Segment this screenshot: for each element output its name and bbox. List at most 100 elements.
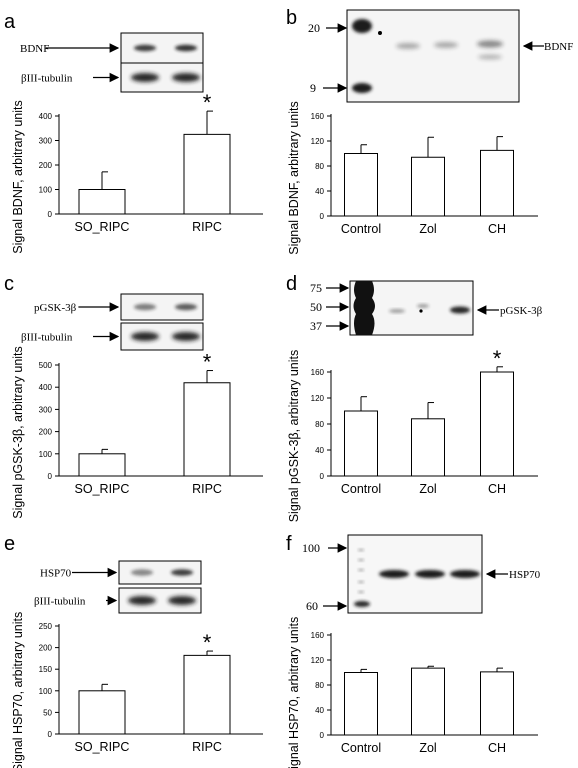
speck <box>378 31 382 35</box>
x-tick-label: SO_RIPC <box>75 220 130 234</box>
western-blot: HSP70 βIII-tubulin <box>34 560 202 614</box>
y-tick-label: 0 <box>320 472 325 481</box>
significance-star: * <box>203 630 212 655</box>
y-tick-label: 40 <box>315 706 324 715</box>
x-tick-label: Control <box>341 741 381 755</box>
y-tick-label: 0 <box>48 210 53 219</box>
y-tick-label: 0 <box>48 472 53 481</box>
y-axis-label: Signal BDNF, arbitrary units <box>11 100 25 254</box>
y-tick-label: 150 <box>39 665 53 674</box>
significance-star: * <box>493 346 502 371</box>
x-tick-label: Zol <box>419 741 436 755</box>
band <box>134 303 156 311</box>
y-tick-label: 200 <box>39 161 53 170</box>
band <box>478 54 502 60</box>
bar <box>411 667 445 736</box>
y-tick-label: 160 <box>311 368 325 377</box>
bar <box>480 149 514 217</box>
band <box>358 590 364 594</box>
x-tick-label: RIPC <box>192 220 222 234</box>
band <box>358 558 364 562</box>
panel-a: a BDNF βIII-tubulin 0 100 200 300 400 SO_RIPC R… <box>4 11 263 254</box>
panel-letter: d <box>286 273 297 295</box>
y-tick-label: 50 <box>43 708 52 717</box>
y-tick-label: 100 <box>39 687 53 696</box>
band <box>168 596 196 605</box>
band <box>358 568 364 572</box>
band <box>131 332 159 341</box>
bar <box>78 690 126 735</box>
blot-label: HSP70 <box>509 569 541 581</box>
band <box>477 40 503 48</box>
blot-label: 50 <box>310 300 322 314</box>
y-tick-label: 80 <box>315 162 324 171</box>
band <box>172 332 200 341</box>
bar <box>183 654 231 735</box>
blot-label: BDNF <box>20 43 49 55</box>
bar <box>78 189 126 215</box>
western-blot: 20 9 BDNF <box>308 9 573 103</box>
y-tick-label: 120 <box>311 656 325 665</box>
band <box>171 569 193 576</box>
y-tick-label: 250 <box>39 622 53 631</box>
y-axis-label: Signal HSP70, arbitrary units <box>11 612 25 768</box>
bar-chart: 0 50 100 150 200 250 SO_RIPC RIPC * Signal HSP70,… <box>11 612 263 768</box>
panel-letter: f <box>286 533 292 555</box>
x-tick-label: CH <box>488 222 506 236</box>
y-tick-label: 160 <box>311 112 325 121</box>
panel-letter: a <box>4 11 16 33</box>
bar <box>183 382 231 477</box>
panel-c: c pGSK-3β βIII-tubulin 0 100 200 300 400 500 SO… <box>4 273 263 519</box>
y-tick-label: 80 <box>315 681 324 690</box>
band <box>415 570 445 578</box>
bar <box>344 410 378 477</box>
y-tick-label: 300 <box>39 137 53 146</box>
y-axis-label: Signal BDNF, arbitrary units <box>287 101 301 255</box>
blot-label: 37 <box>310 319 322 333</box>
panel-b: b 20 9 BDNF 0 40 80 120 160 Control Zol CH Signal … <box>286 7 573 255</box>
y-tick-label: 200 <box>39 428 53 437</box>
panel-d: d 75 50 37 pGSK-3β 0 40 80 120 160 Control Zol CH *… <box>286 273 543 522</box>
y-axis-label: Signal HSP70, arbitrary units <box>287 617 301 768</box>
band <box>450 570 480 578</box>
western-blot: 100 60 HSP70 <box>302 534 541 614</box>
blot-label: 60 <box>306 599 318 613</box>
y-tick-label: 400 <box>39 112 53 121</box>
western-blot: BDNF βIII-tubulin <box>20 32 204 93</box>
speck <box>419 309 423 313</box>
band <box>134 44 156 52</box>
bar <box>78 453 126 477</box>
band <box>131 73 159 82</box>
y-tick-label: 100 <box>39 186 53 195</box>
blot-label: 20 <box>308 21 320 35</box>
band <box>358 548 364 552</box>
panel-letter: c <box>4 273 14 295</box>
bar-chart: 0 40 80 120 160 Control Zol CH Signal HSP70, arb… <box>287 617 538 768</box>
y-tick-label: 500 <box>39 361 53 370</box>
y-tick-label: 300 <box>39 405 53 414</box>
blot-label: βIII-tubulin <box>21 73 73 85</box>
band <box>352 83 372 93</box>
y-axis-label: Signal pGSK-3β, arbitrary units <box>11 346 25 519</box>
band <box>354 601 370 607</box>
bar <box>411 156 445 217</box>
bar <box>480 671 514 736</box>
y-tick-label: 80 <box>315 420 324 429</box>
band <box>352 19 372 33</box>
blot-label: 100 <box>302 541 320 555</box>
y-axis-label: Signal pGSK-3β, arbitrary units <box>287 350 301 523</box>
blot-label: βIII-tubulin <box>34 596 86 608</box>
bar-chart: 0 100 200 300 400 500 SO_RIPC RIPC * Signal pGSK-… <box>11 346 263 519</box>
blot-label: 9 <box>310 81 316 95</box>
panel-e: e HSP70 βIII-tubulin 0 50 100 150 200 250 SO_RI… <box>4 533 263 768</box>
panel-letter: e <box>4 533 15 555</box>
blot-label: βIII-tubulin <box>21 332 73 344</box>
x-tick-label: CH <box>488 741 506 755</box>
x-tick-label: SO_RIPC <box>75 740 130 754</box>
x-tick-label: SO_RIPC <box>75 482 130 496</box>
band <box>175 303 197 311</box>
bar-chart: 0 40 80 120 160 Control Zol CH Signal BDNF, arbi… <box>287 101 538 255</box>
band <box>396 43 420 49</box>
band <box>389 309 405 313</box>
